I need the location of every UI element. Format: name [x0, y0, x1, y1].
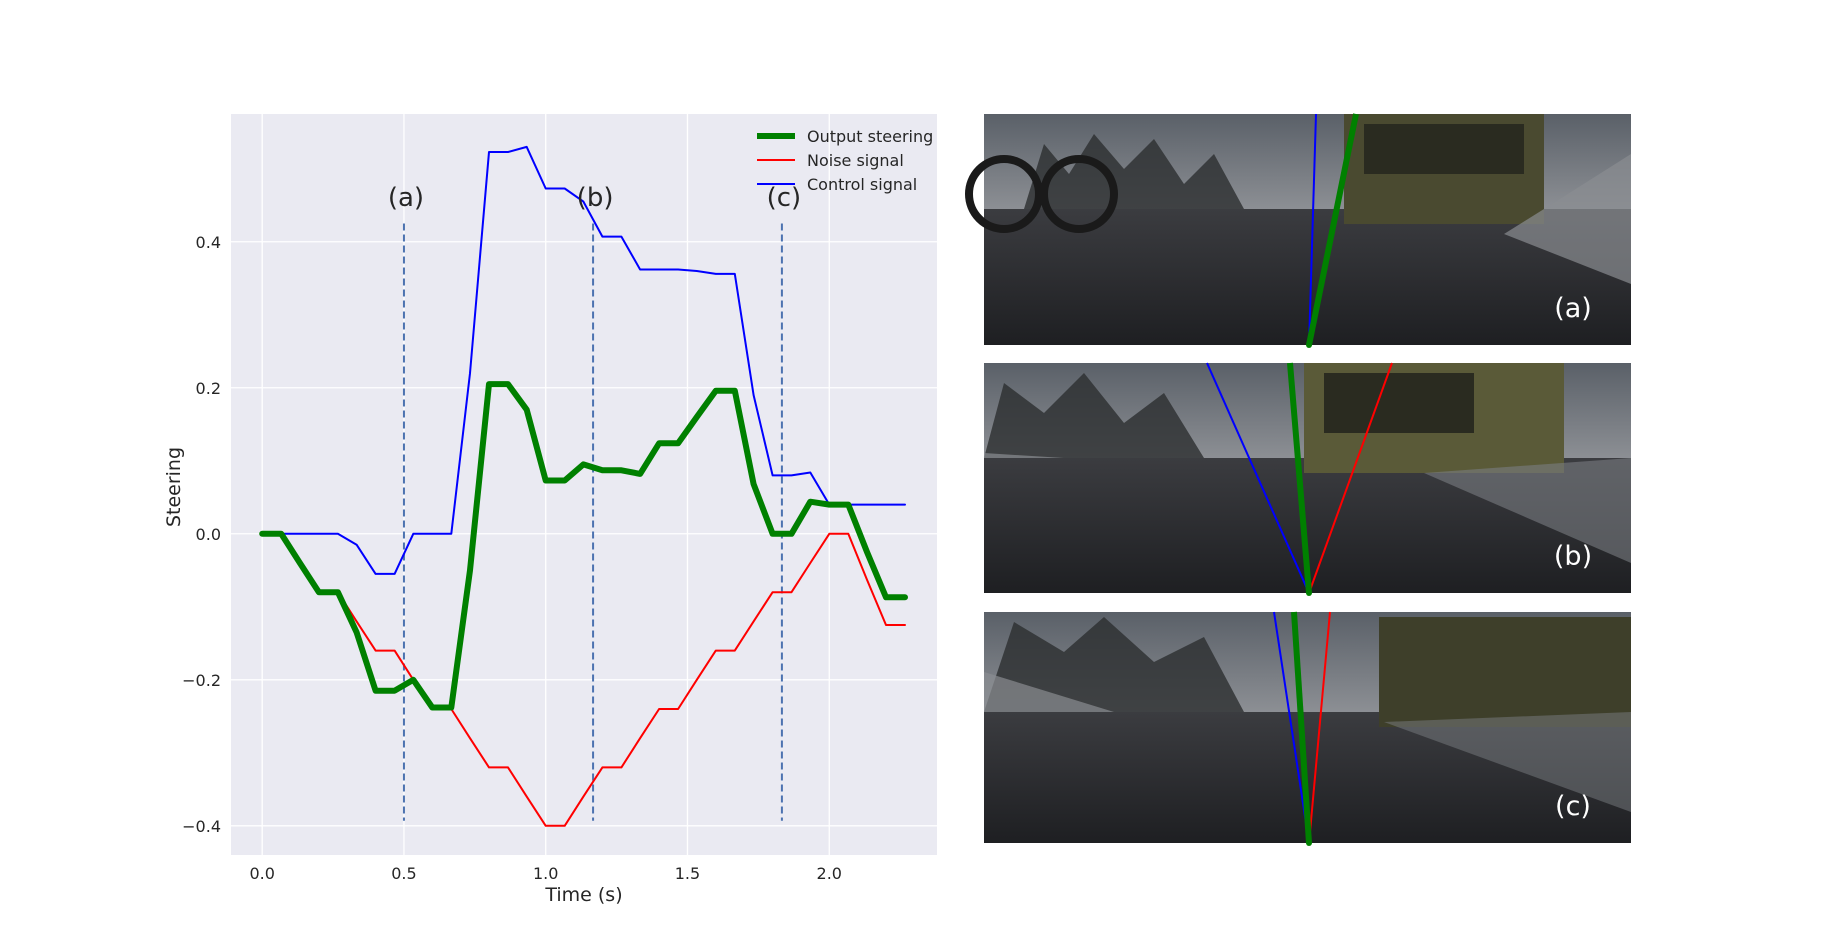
y-axis-label: Steering — [163, 447, 185, 527]
bus-window — [1364, 124, 1524, 174]
snow — [1504, 154, 1631, 284]
trees — [984, 373, 1204, 458]
legend-entry: Control signal — [807, 175, 917, 194]
camera-panel-b: (b) — [984, 362, 1631, 596]
trees — [984, 617, 1244, 712]
annotation-labels: (a) (b) (c) — [388, 183, 801, 213]
legend-entry: Noise signal — [807, 151, 904, 170]
panel-label: (c) — [1555, 791, 1591, 822]
origin-dot — [1306, 590, 1312, 596]
x-tick-label: 0.5 — [391, 864, 416, 883]
y-tick-label: 0.0 — [196, 525, 221, 544]
noise-line — [1308, 362, 1393, 594]
x-tick-label: 1.0 — [533, 864, 558, 883]
x-tick-labels: 0.0 0.5 1.0 1.5 2.0 — [249, 864, 842, 883]
legend: Output steering Noise signal Control signa… — [757, 127, 933, 194]
snow-bank — [1384, 712, 1631, 812]
noise-line — [1308, 611, 1331, 844]
y-tick-label: 0.2 — [196, 379, 221, 398]
y-tick-label: 0.4 — [196, 233, 221, 252]
y-tick-label: −0.4 — [182, 817, 221, 836]
x-axis-label: Time (s) — [544, 884, 622, 906]
bus-window — [1324, 373, 1474, 433]
control-line — [1206, 362, 1310, 594]
output-line — [1287, 362, 1312, 594]
panel-label: (a) — [1554, 293, 1592, 324]
annotation-lines — [402, 223, 783, 821]
output-line — [1291, 611, 1312, 844]
camera-panels: (a) (b) — [965, 113, 1631, 846]
annotation-label: (c) — [767, 183, 802, 213]
legend-entry: Output steering — [807, 127, 933, 146]
control-line — [1273, 611, 1310, 844]
snow-bank — [1424, 458, 1631, 563]
camera-panel-c: (c) — [984, 611, 1631, 846]
origin-dot — [1306, 840, 1312, 846]
y-tick-labels: −0.4 −0.2 0.0 0.2 0.4 — [182, 233, 221, 836]
plot-background — [231, 114, 937, 855]
bicycle — [965, 155, 1118, 233]
annotation-label: (b) — [577, 183, 614, 213]
series-line-output-steering — [259, 381, 908, 711]
output-line — [1306, 113, 1359, 346]
x-tick-label: 0.0 — [249, 864, 274, 883]
series-line-noise-signal — [261, 532, 906, 827]
x-tick-label: 1.5 — [675, 864, 700, 883]
annotation-label: (a) — [388, 183, 424, 213]
steering-chart: 0.0 0.5 1.0 1.5 2.0 −0.4 −0.2 0.0 0.2 0.4 (a) (b)… — [163, 114, 937, 906]
y-tick-label: −0.2 — [182, 671, 221, 690]
origin-dot — [1306, 342, 1312, 348]
trees — [1024, 134, 1244, 209]
bus — [1379, 617, 1631, 727]
series-line-control-signal — [261, 145, 906, 575]
series-lines — [259, 145, 908, 827]
x-tick-label: 2.0 — [817, 864, 842, 883]
panel-label: (b) — [1554, 541, 1592, 572]
control-line — [1308, 113, 1317, 346]
camera-panel-a: (a) — [965, 113, 1631, 348]
